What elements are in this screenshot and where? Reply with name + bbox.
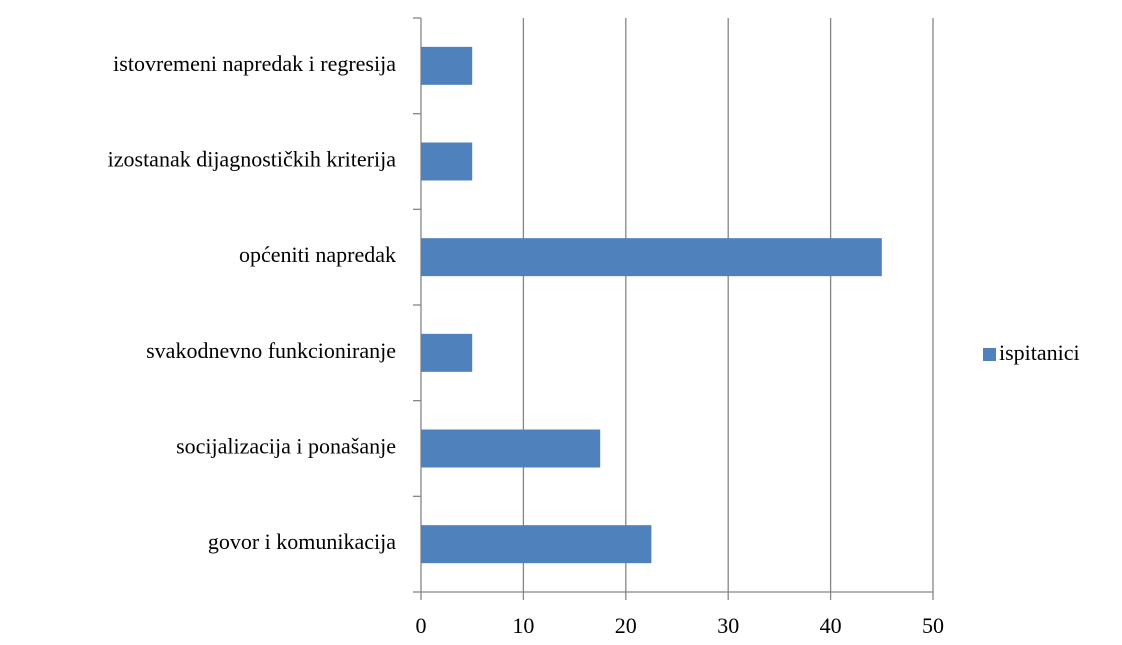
y-tick-label: govor i komunikacija: [208, 529, 396, 554]
bar: [421, 46, 473, 85]
legend-label: ispitanici: [999, 340, 1080, 365]
x-tick-label: 20: [615, 613, 637, 638]
y-tick-label: izostanak dijagnostičkih kriterija: [108, 147, 397, 172]
bar: [421, 333, 473, 372]
legend-swatch: [983, 348, 996, 361]
x-tick-label: 50: [922, 613, 944, 638]
x-tick-label: 10: [512, 613, 534, 638]
x-tick-label: 40: [820, 613, 842, 638]
y-tick-label: svakodnevno funkcioniranje: [146, 338, 396, 363]
x-tick-label: 0: [416, 613, 427, 638]
bar: [421, 142, 473, 181]
y-tick-label: socijalizacija i ponašanje: [176, 434, 396, 459]
bar: [421, 238, 882, 277]
y-tick-label: općeniti napredak: [239, 242, 396, 267]
x-tick-label: 30: [717, 613, 739, 638]
bar: [421, 525, 652, 564]
y-tick-label: istovremeni napredak i regresija: [113, 51, 396, 76]
bar: [421, 429, 601, 468]
